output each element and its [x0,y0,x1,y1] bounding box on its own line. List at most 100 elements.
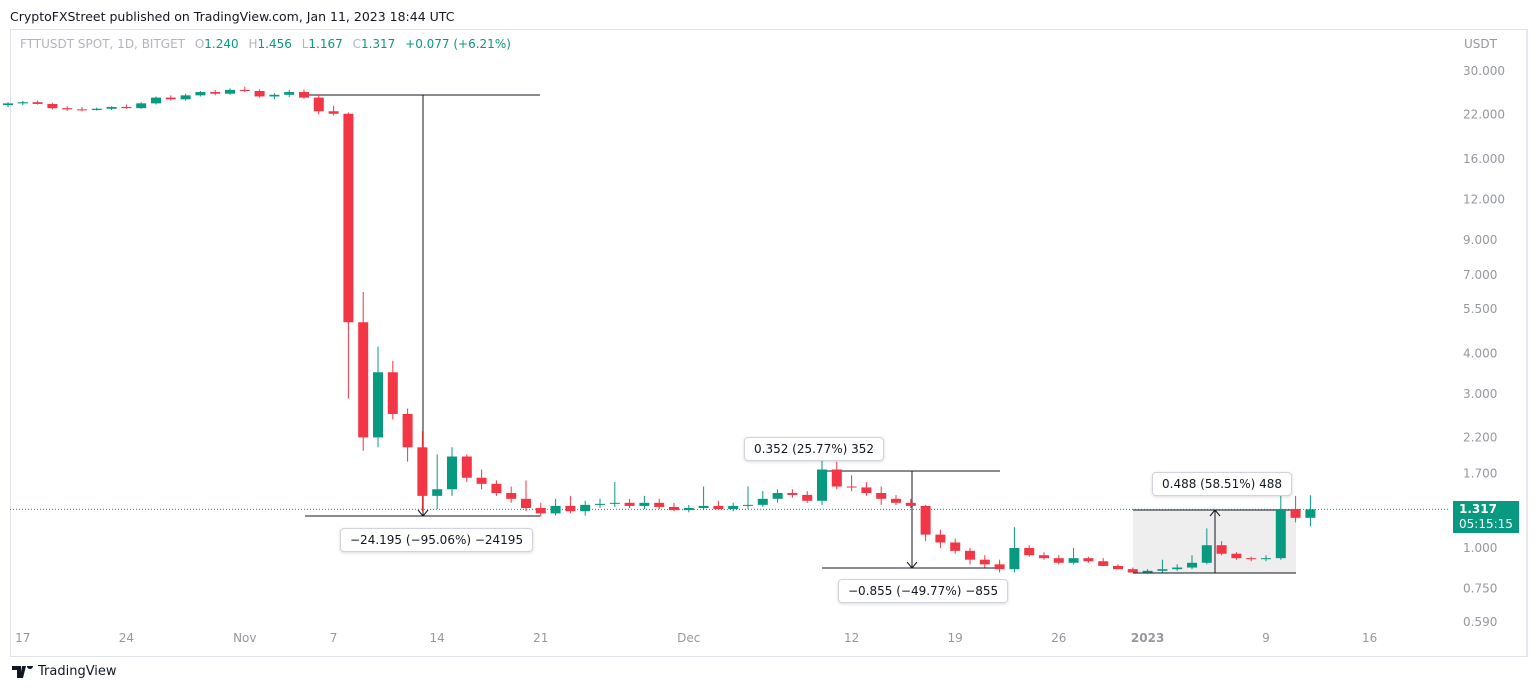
x-tick-label: 14 [430,631,445,645]
candle-body [299,92,309,98]
candle-body [654,502,665,507]
candle-body [965,550,975,560]
candle-body [802,494,813,501]
bar-countdown: 05:15:15 [1459,517,1513,531]
x-tick-label: Dec [677,631,700,645]
candle-body [1172,567,1183,570]
candle-body [550,505,561,514]
close-label: C [352,37,361,51]
candle-body [506,493,517,499]
ohlc-legend: FTTUSDT SPOT, 1D, BITGET O1.240 H1.456 L… [20,37,517,51]
candle-body [47,103,58,109]
y-tick-label: 0.750 [1463,581,1497,595]
y-tick-label: 12.000 [1463,192,1505,206]
footer-brand: TradingView [38,664,117,679]
y-tick-label: 7.000 [1463,268,1497,282]
high-label: H [248,37,258,51]
candle-body [1187,562,1197,568]
x-tick-label: 19 [948,631,963,645]
y-tick-label: 2.200 [1463,430,1497,444]
candle-body [491,483,502,494]
candle-body [402,413,413,448]
x-tick-label: 2023 [1131,631,1164,645]
candle-body [994,564,1005,570]
candle-body [225,89,235,94]
candle-body [62,108,73,110]
candle-body [935,534,946,543]
candle-body [698,505,709,508]
candle-body [476,477,487,484]
tradingview-logo[interactable]: TradingView [12,664,117,679]
candle-body [358,322,369,438]
candle-body [743,504,753,506]
candle-body [121,106,132,109]
candle-body [136,103,147,109]
candle-body [1142,570,1153,573]
last-price: 1.317 [1459,502,1497,516]
candle-body [683,507,694,511]
x-tick-label: Nov [233,631,256,645]
candle-body [1053,558,1064,563]
x-tick-label: 16 [1362,631,1377,645]
candle-body [535,507,546,514]
candle-body [521,498,531,508]
candle-body [373,372,383,438]
candle-body [1127,569,1138,573]
candle-body [1024,548,1035,556]
candle-body [210,92,221,94]
arrow-head [422,509,429,517]
candle-body [77,109,87,111]
candle-body [1098,561,1109,566]
y-tick-label: 22.000 [1463,107,1505,121]
candle-body [772,493,783,499]
measure-label-2: 0.352 (25.77%) 352 [744,437,885,461]
candle-body [787,493,798,495]
candle-body [32,102,43,104]
candle-body [1275,509,1286,559]
candle-body [609,502,620,504]
candle-body [891,498,901,503]
candle-body [328,111,339,114]
candle-body [1201,545,1212,563]
x-tick-label: 9 [1262,631,1270,645]
candle-body [713,505,724,510]
candle-body [1039,555,1049,559]
candle-body [1305,509,1316,518]
candle-body [1231,553,1242,559]
symbol-label: FTTUSDT SPOT, 1D, BITGET [20,37,185,51]
candle-body [905,502,916,506]
candle-body [831,469,842,487]
arrow-head [1214,509,1221,517]
close-value: 1.317 [360,37,396,51]
arrow-head [1209,509,1216,517]
candle-body [1157,569,1168,571]
candle-body [1083,558,1094,562]
candle-body [757,498,768,505]
candle-body [195,92,206,96]
candle-body [979,559,990,565]
y-tick-label: 1.000 [1463,541,1497,555]
candle-body [624,502,635,506]
candle-body [1261,558,1271,560]
candle-body [1009,548,1020,570]
y-tick-label: 16.000 [1463,152,1505,166]
y-tick-label: 0.590 [1463,615,1497,629]
x-tick-label: 24 [119,631,134,645]
x-tick-label: 21 [533,631,548,645]
candle-body [284,92,295,95]
candle-body [580,504,591,512]
candle-body [106,106,117,109]
candle-body [950,542,961,551]
y-tick-label: 30.000 [1463,64,1505,78]
candle-body [639,502,650,506]
arrow-head [911,561,918,569]
open-label: O [194,37,205,51]
candle-body [461,456,472,478]
candle-body [269,94,280,97]
change-value: +0.077 (+6.21%) [405,37,511,51]
candle-body [861,487,872,494]
last-price-tag: 1.317 05:15:15 [1453,501,1519,533]
candle-body [1290,509,1301,518]
candle-body [846,486,857,488]
